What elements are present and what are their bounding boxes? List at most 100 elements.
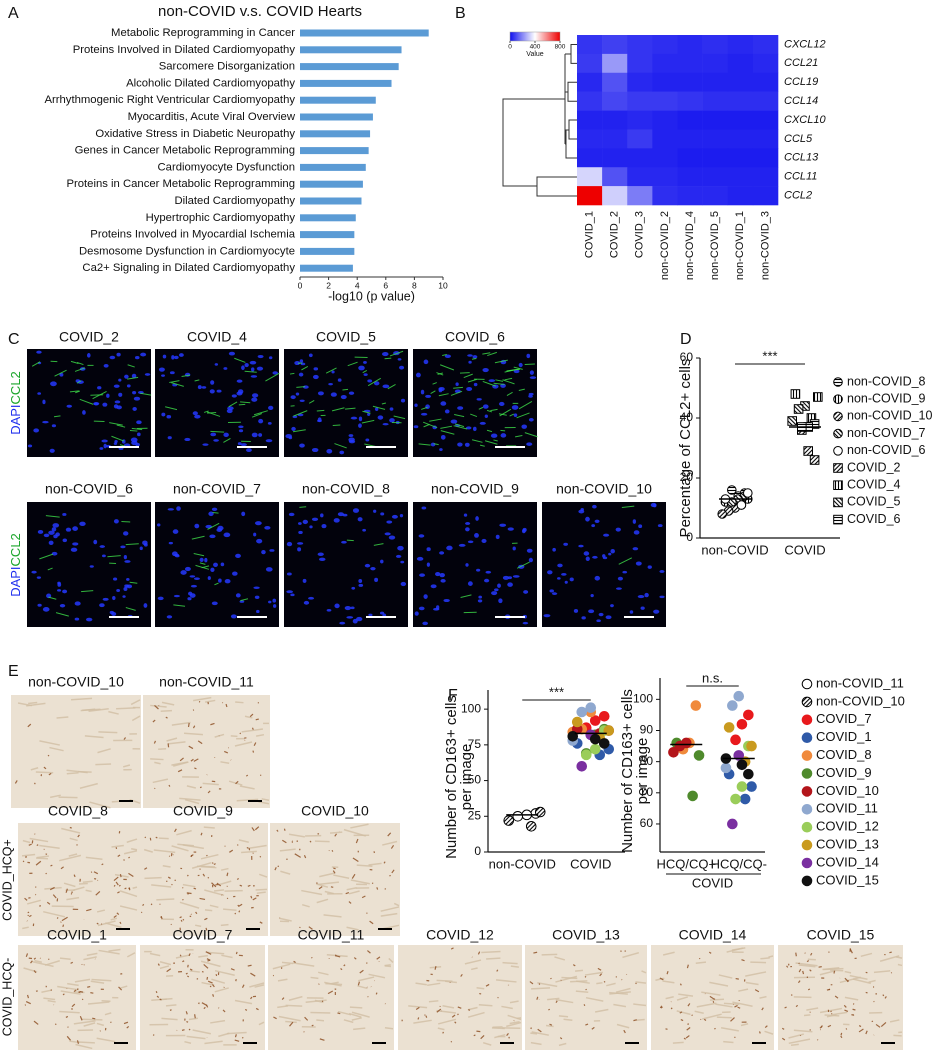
cd163-stain <box>24 897 28 901</box>
nucleus <box>298 372 304 377</box>
legend-label: non-COVID_7 <box>847 426 926 440</box>
nucleus <box>118 378 122 382</box>
nucleus <box>465 426 472 430</box>
micrograph <box>143 695 270 808</box>
tissue-fiber <box>530 1032 538 1035</box>
ccl2-signal <box>389 350 404 357</box>
tissue-fiber <box>272 963 291 970</box>
tissue-fiber <box>788 1038 811 1045</box>
tissue-fiber <box>594 1008 609 1013</box>
nucleus <box>423 359 429 365</box>
cd163-stain <box>73 989 77 992</box>
panel-label: E <box>8 663 19 680</box>
category-label: Oxidative Stress in Diabetic Neuropathy <box>95 128 295 140</box>
nucleus <box>237 442 242 446</box>
tissue-fiber <box>83 956 97 961</box>
nucleus <box>513 369 520 374</box>
heat-cell <box>652 35 678 55</box>
nucleus <box>130 437 138 443</box>
tissue-fiber <box>192 1029 211 1035</box>
cd163-stain <box>434 966 437 970</box>
tissue-fiber <box>218 1032 230 1038</box>
heat-cell <box>702 129 729 149</box>
tissue-fiber <box>732 1001 753 1007</box>
cd163-stain <box>599 973 603 977</box>
tissue-fiber <box>41 989 52 993</box>
ccl2-signal <box>460 594 472 598</box>
nucleus <box>659 595 665 599</box>
ccl2-signal <box>296 386 306 388</box>
nucleus <box>85 617 93 622</box>
nucleus <box>180 570 187 575</box>
stain-dapi: DAPI <box>8 566 23 596</box>
heat-cell <box>602 129 628 149</box>
nucleus <box>382 422 389 426</box>
image-label: COVID_2 <box>59 329 119 345</box>
cd163-stain <box>50 864 53 867</box>
cd163-stain <box>118 986 123 991</box>
ccl2-signal <box>299 506 307 508</box>
legend-label: non-COVID_11 <box>816 675 904 690</box>
legend-marker <box>833 446 843 456</box>
cd163-stain <box>69 826 72 829</box>
point <box>585 702 597 714</box>
nucleus <box>173 594 180 598</box>
nucleus <box>317 417 322 423</box>
heat-cell <box>577 53 603 74</box>
cd163-stain <box>115 881 119 886</box>
nucleus <box>443 598 450 603</box>
cd163-stain <box>30 960 33 964</box>
nucleus <box>82 410 86 415</box>
nucleus <box>594 575 601 581</box>
colorbar-tick-label: 800 <box>555 44 566 51</box>
heat-cell <box>702 91 729 111</box>
nucleus <box>178 353 184 357</box>
ccl2-signal <box>439 364 455 371</box>
nucleus <box>356 616 363 622</box>
cd163-stain <box>806 959 810 963</box>
ccl2-signal <box>499 408 512 417</box>
ccl2-signal <box>265 372 280 382</box>
tissue-fiber <box>701 991 721 996</box>
tissue-fiber <box>436 1009 457 1014</box>
tissue-fiber <box>301 903 310 908</box>
nucleus <box>490 433 498 438</box>
nucleus <box>326 608 332 612</box>
cd163-stain <box>207 876 210 879</box>
ccl2-signal <box>524 432 538 438</box>
nucleus <box>348 391 355 395</box>
cd163-stain <box>154 705 159 710</box>
nucleus <box>62 538 68 543</box>
tissue-fiber <box>96 909 106 913</box>
row-label: CCL2 <box>784 189 812 201</box>
colorbar <box>509 31 561 42</box>
tissue-fiber <box>123 764 131 768</box>
ccl2-signal <box>199 562 206 565</box>
legend-label: non-COVID_9 <box>847 391 926 405</box>
ccl2-signal <box>494 359 508 364</box>
nucleus <box>578 509 585 514</box>
nucleus <box>251 432 258 438</box>
nucleus <box>265 439 273 443</box>
point <box>693 750 705 761</box>
nucleus <box>494 588 499 592</box>
image-label: non-COVID_8 <box>302 481 390 497</box>
nucleus <box>231 394 237 398</box>
ccl2-signal <box>109 422 123 426</box>
cd163-stain <box>496 970 498 972</box>
tissue-fiber <box>184 1040 192 1045</box>
cd163-stain <box>591 1026 595 1030</box>
tissue-fiber <box>494 1033 506 1039</box>
tissue-fiber <box>278 1015 301 1022</box>
nucleus <box>578 544 584 548</box>
nucleus <box>268 356 273 360</box>
tissue-fiber <box>167 741 186 745</box>
cd163-stain <box>683 1037 686 1040</box>
cd163-stain <box>207 980 213 984</box>
tissue-fiber <box>824 1014 840 1017</box>
cd163-stain <box>124 887 127 890</box>
ccl2-signal <box>31 361 41 367</box>
cd163-stain <box>889 951 892 954</box>
tissue-fiber <box>844 996 859 1001</box>
nucleus <box>481 538 487 544</box>
